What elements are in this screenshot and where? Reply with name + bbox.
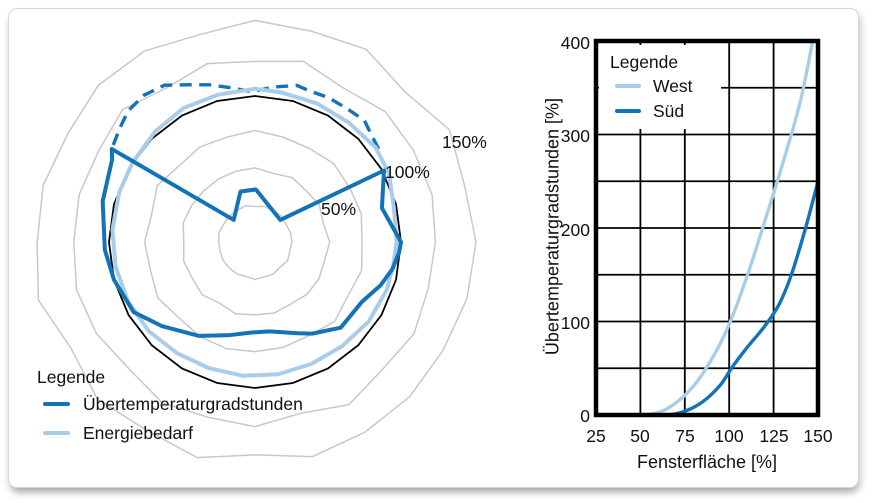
charts-canvas [36, 19, 821, 459]
y-tick-400: 400 [560, 33, 590, 53]
line-chart-legend-item-west: West [599, 74, 721, 98]
x-tick-125: 125 [759, 426, 789, 446]
legend-line-sample-icon [43, 401, 70, 407]
chart-card: 50% 100% 150% Legende Übertemperaturgrad… [8, 8, 859, 488]
line-chart-legend: Legende West Süd [599, 45, 721, 129]
line-series-s-d [594, 179, 820, 417]
line-chart-legend-label-west: West [653, 75, 693, 96]
radar-series--bertemperaturgradstunden [100, 146, 403, 338]
x-tick-25: 25 [586, 426, 606, 446]
radar-legend-label-uebertemperaturgradstunden: Übertemperaturgradstunden [83, 393, 303, 414]
radar-radial-tick-50: 50% [321, 199, 357, 219]
radar-grid-ring-125 [73, 60, 437, 428]
radar-series-dashed-0 [110, 83, 381, 150]
radar-legend-label-energiebedarf: Energiebedarf [83, 422, 193, 443]
x-tick-150: 150 [803, 426, 833, 446]
y-tick-200: 200 [560, 220, 590, 240]
x-tick-75: 75 [675, 426, 695, 446]
radar-grid-ring-50 [182, 167, 331, 316]
radar-legend: Legende Übertemperaturgradstunden Energi… [37, 367, 303, 446]
x-axis-title-wrap: Fensterfläche [%] [596, 452, 818, 473]
radar-radial-tick-100: 100% [385, 162, 430, 182]
x-tick-50: 50 [630, 426, 650, 446]
radar-radial-tick-150: 150% [442, 132, 487, 152]
line-chart-legend-item-sued: Süd [599, 99, 721, 123]
x-tick-100: 100 [714, 426, 744, 446]
legend-line-sample-icon [615, 84, 641, 88]
y-axis-title: Übertemperaturgradstunden [%] [542, 97, 563, 356]
x-axis-title: Fensterfläche [%] [636, 452, 778, 472]
radar-series-energiebedarf [110, 86, 399, 378]
legend-line-sample-icon [43, 430, 70, 436]
y-tick-0: 0 [580, 406, 590, 426]
y-axis-title-wrap: Übertemperaturgradstunden [%] [543, 57, 564, 397]
radar-grid-ring-150 [36, 19, 477, 459]
line-chart-legend-title: Legende [610, 52, 679, 72]
radar-reference-ring-100 [108, 95, 402, 389]
y-tick-300: 300 [560, 126, 590, 146]
line-chart-legend-label-sued: Süd [653, 100, 685, 121]
radar-legend-item-energiebedarf: Energiebedarf [37, 420, 303, 446]
legend-line-sample-icon [615, 109, 641, 113]
radar-grid-ring-75 [143, 129, 363, 353]
radar-legend-item-uebertemperaturgradstunden: Übertemperaturgradstunden [37, 391, 303, 417]
y-tick-100: 100 [560, 313, 590, 333]
radar-legend-title: Legende [37, 367, 106, 387]
line-chart-frame [593, 38, 821, 418]
